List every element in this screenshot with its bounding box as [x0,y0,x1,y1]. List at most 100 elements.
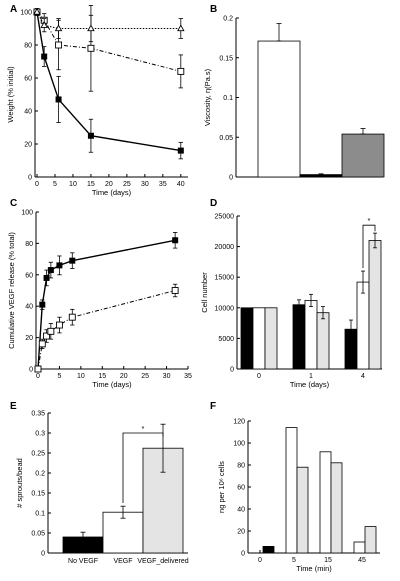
data-point [43,274,50,281]
x-tick-label: 15 [324,557,332,564]
y-tick-label: 100 [21,210,33,217]
y-tick-label: 0 [29,367,33,374]
y-tick-label: 40 [24,109,32,116]
y-tick-label: 0.05 [31,531,45,538]
x-tick-label: 0 [257,373,261,380]
x-axis-label: Time (days) [290,380,330,389]
y-tick-label: 20 [25,335,33,342]
y-tick-label: 15000 [215,275,235,282]
y-tick-label: 0.2 [35,471,45,478]
bar [356,281,370,370]
panel-label: A [10,4,17,15]
bar [353,541,366,554]
data-point [43,332,51,340]
bar [292,304,306,370]
y-tick-label: 120 [233,419,245,426]
y-tick-label: 10000 [215,305,235,312]
y-axis-label: Cumulative VEGF release (% total) [7,232,16,349]
x-tick-label: 35 [159,181,167,188]
x-tick-label: 0 [258,557,262,564]
y-tick-label: 80 [237,463,245,470]
x-tick-label: 10 [77,373,85,380]
y-tick-label: 40 [25,304,33,311]
y-tick-label: 0 [230,367,234,374]
y-tick-label: 100 [233,441,245,448]
y-tick-label: 0.05 [219,135,233,142]
bar [296,466,309,554]
data-point [56,262,63,269]
data-point [40,21,48,28]
data-point [172,237,179,244]
x-tick-label: 45 [358,557,366,564]
x-tick-label: 30 [141,181,149,188]
data-point [47,267,54,274]
data-point [34,365,42,373]
y-tick-label: 20 [24,142,32,149]
bar [257,40,301,178]
data-point [87,44,95,52]
bar [252,307,266,370]
bar [364,526,377,554]
data-point [87,24,95,32]
bar [285,427,298,554]
y-tick-label: 25000 [215,214,235,221]
x-axis-label: Time (days) [92,380,132,389]
data-point [177,24,185,32]
y-tick-label: 80 [24,43,32,50]
bar [319,451,332,554]
x-tick-label: 1 [309,373,313,380]
x-tick-label: 5 [53,181,57,188]
bar [368,240,382,370]
y-tick-label: 0.35 [31,411,45,418]
x-tick-label: 40 [177,181,185,188]
x-axis-label: Time (days) [92,188,132,197]
x-tick-label: 15 [98,373,106,380]
x-tick-label: 15 [87,181,95,188]
y-tick-label: 0 [229,175,233,182]
x-tick-label: 25 [123,181,131,188]
significance-bracket [362,224,376,269]
data-point [55,41,63,49]
x-tick-label: VEGF_delivered [137,558,188,565]
x-tick-label: No VEGF [68,558,98,565]
y-tick-label: 60 [25,272,33,279]
panel-label: C [10,198,17,209]
x-tick-label: 20 [105,181,113,188]
bar [264,307,278,370]
y-tick-label: 0.3 [35,431,45,438]
panel-label: E [10,401,17,412]
data-point [87,132,94,139]
x-tick-label: 4 [361,373,365,380]
x-tick-label: 0 [35,181,39,188]
y-axis-label: Viscosity, η(Pa.s) [203,68,212,126]
y-tick-label: 60 [237,485,245,492]
data-point [177,67,185,75]
y-tick-label: 5000 [218,336,234,343]
y-tick-label: 0 [41,551,45,558]
x-tick-label: 0 [36,373,40,380]
y-tick-label: 0 [28,175,32,182]
bar [262,546,275,554]
y-tick-label: 0.2 [223,16,233,23]
series-line [37,290,176,370]
x-tick-label: 35 [184,373,192,380]
y-axis-label: # sprouts/bead [15,458,24,508]
data-point [39,301,46,308]
y-tick-label: 0 [241,551,245,558]
data-point [69,257,76,264]
x-tick-label: 5 [292,557,296,564]
x-tick-label: 10 [69,181,77,188]
panel-label: D [210,198,217,209]
y-tick-label: 0.1 [35,511,45,518]
data-point [55,96,62,103]
x-tick-label: 25 [141,373,149,380]
bar [341,133,385,178]
x-tick-label: 30 [163,373,171,380]
y-tick-label: 0.15 [31,491,45,498]
x-tick-label: 5 [57,373,61,380]
y-tick-label: 20000 [215,244,235,251]
y-axis-label: Cell number [200,272,209,313]
x-tick-label: VEGF [113,558,132,565]
y-axis-label: ng per 10⁶ cells [217,461,226,513]
